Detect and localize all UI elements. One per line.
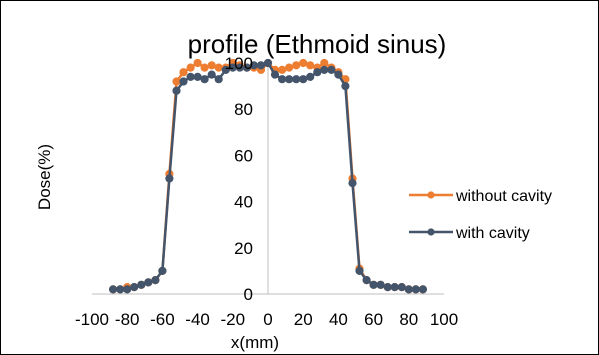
legend-label: with cavity [455, 225, 530, 242]
x-tick-label: 0 [263, 310, 272, 329]
data-point-without-cavity [278, 65, 287, 75]
data-point-with-cavity [123, 285, 132, 294]
y-tick-label: 40 [234, 193, 253, 212]
data-point-with-cavity [130, 283, 139, 292]
data-point-with-cavity [221, 65, 230, 75]
data-point-with-cavity [306, 72, 315, 82]
data-point-with-cavity [144, 278, 153, 287]
data-point-with-cavity [207, 70, 216, 79]
data-point-without-cavity [179, 68, 188, 77]
x-tick-label: -40 [185, 310, 210, 329]
data-point-with-cavity [383, 283, 392, 292]
data-point-without-cavity [186, 63, 195, 72]
data-point-with-cavity [270, 70, 280, 79]
data-point-without-cavity [193, 58, 202, 68]
y-tick-label: 0 [244, 285, 253, 304]
legend-swatch-marker [427, 228, 435, 236]
x-tick-label: 40 [329, 310, 348, 329]
legend-item-with-cavity: with cavity [409, 225, 530, 242]
data-point-with-cavity [313, 68, 322, 77]
data-point-with-cavity [137, 280, 146, 289]
x-tick-label: 20 [294, 310, 313, 329]
data-point-with-cavity [292, 75, 301, 84]
x-axis-title: x(mm) [231, 333, 279, 352]
data-point-with-cavity [327, 65, 336, 75]
legend-label: without cavity [455, 188, 552, 205]
data-point-with-cavity [376, 280, 385, 289]
data-point-without-cavity [299, 58, 308, 68]
y-tick-label: 20 [234, 239, 253, 258]
data-point-with-cavity [348, 179, 357, 188]
data-point-with-cavity [285, 75, 294, 84]
data-point-with-cavity [334, 70, 343, 79]
data-point-without-cavity [306, 61, 315, 70]
data-point-without-cavity [285, 63, 294, 72]
legend-item-without-cavity: without cavity [409, 188, 552, 205]
data-point-without-cavity [172, 77, 181, 86]
data-point-with-cavity [242, 63, 251, 72]
chart-title: profile (Ethmoid sinus) [188, 29, 447, 59]
data-point-with-cavity [299, 75, 308, 84]
x-tick-label: 60 [364, 310, 383, 329]
data-point-with-cavity [158, 266, 167, 275]
series-with-cavity [109, 58, 427, 294]
data-point-with-cavity [404, 285, 413, 294]
data-point-without-cavity [214, 63, 223, 72]
x-tick-label: -80 [115, 310, 140, 329]
data-point-with-cavity [172, 86, 181, 95]
data-point-with-cavity [369, 280, 378, 289]
y-tick-label: 60 [234, 146, 253, 165]
data-point-with-cavity [278, 75, 287, 84]
x-tick-label: -100 [75, 310, 109, 329]
data-point-with-cavity [390, 283, 399, 292]
data-point-with-cavity [256, 61, 266, 70]
data-point-with-cavity [186, 72, 195, 82]
data-point-with-cavity [151, 276, 160, 285]
data-point-with-cavity [165, 174, 174, 183]
data-point-with-cavity [320, 65, 329, 75]
data-point-with-cavity [214, 75, 223, 84]
data-point-with-cavity [411, 285, 420, 294]
y-tick-label: 100 [225, 54, 253, 73]
data-point-with-cavity [179, 77, 188, 86]
data-point-with-cavity [362, 276, 371, 285]
x-tick-label: -60 [150, 310, 175, 329]
y-axis-title: Dose(%) [35, 144, 54, 210]
data-point-with-cavity [397, 283, 406, 292]
x-tick-label: 80 [399, 310, 418, 329]
data-point-with-cavity [355, 266, 364, 275]
data-point-without-cavity [320, 58, 329, 68]
data-point-with-cavity [193, 72, 202, 82]
x-tick-label: 100 [430, 310, 458, 329]
data-point-without-cavity [200, 63, 209, 72]
y-tick-label: 80 [234, 100, 253, 119]
data-point-with-cavity [418, 285, 427, 294]
legend-swatch-marker [427, 191, 435, 199]
data-point-with-cavity [263, 58, 273, 68]
data-point-with-cavity [200, 75, 209, 84]
x-tick-label: -20 [221, 310, 246, 329]
data-point-with-cavity [109, 285, 118, 294]
data-point-without-cavity [292, 61, 301, 70]
data-point-without-cavity [207, 61, 216, 70]
data-point-with-cavity [341, 82, 350, 91]
data-point-with-cavity [116, 285, 125, 294]
